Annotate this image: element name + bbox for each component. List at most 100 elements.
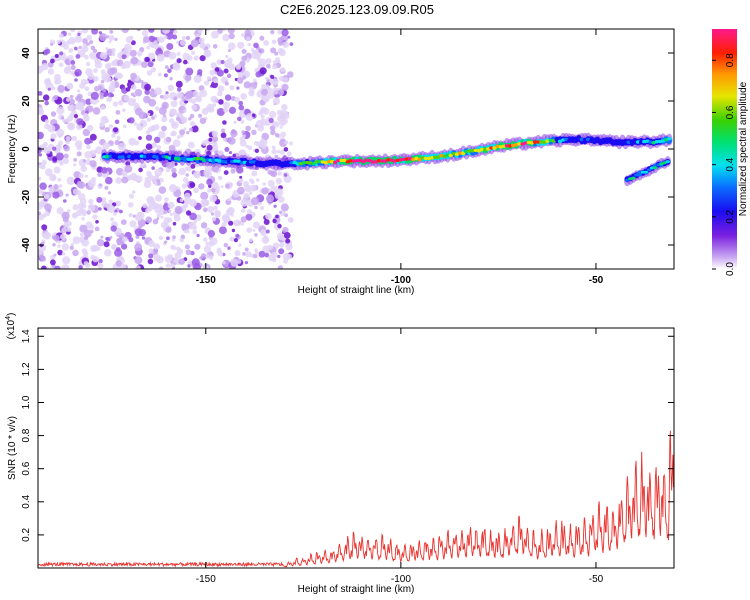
noise-blob xyxy=(44,100,49,106)
noise-blob xyxy=(122,63,126,68)
noise-blob xyxy=(217,90,223,97)
noise-blob xyxy=(218,226,227,235)
noise-blob xyxy=(213,78,218,84)
noise-blob xyxy=(217,175,222,180)
noise-blob xyxy=(259,35,265,41)
noise-blob xyxy=(56,207,64,215)
noise-blob xyxy=(154,136,161,143)
ridge-core xyxy=(205,158,210,162)
noise-blob xyxy=(145,134,153,141)
noise-blob xyxy=(151,142,158,148)
noise-blob xyxy=(85,221,93,229)
noise-blob xyxy=(182,36,186,40)
noise-blob xyxy=(50,111,57,117)
noise-blob xyxy=(165,226,172,233)
noise-blob xyxy=(100,235,104,239)
noise-blob xyxy=(162,29,171,34)
noise-blob xyxy=(105,47,109,51)
noise-blob xyxy=(227,207,235,215)
snr-y-scale-base: (x10 xyxy=(6,319,17,339)
noise-blob xyxy=(108,199,113,204)
noise-blob xyxy=(238,100,244,106)
noise-blob xyxy=(115,260,122,267)
noise-blob xyxy=(160,221,168,229)
x-tick-label: -100 xyxy=(391,275,411,286)
noise-blob xyxy=(272,218,277,224)
noise-blob xyxy=(112,245,116,249)
ridge-core xyxy=(301,161,307,165)
noise-blob xyxy=(156,179,161,183)
noise-blob xyxy=(171,172,178,178)
noise-blob xyxy=(91,29,98,35)
noise-blob xyxy=(244,261,248,265)
noise-blob xyxy=(154,87,163,96)
noise-blob xyxy=(89,52,97,60)
noise-blob xyxy=(130,72,137,80)
noise-blob xyxy=(124,164,133,173)
noise-blob xyxy=(66,227,72,233)
noise-blob xyxy=(166,136,172,143)
noise-blob xyxy=(147,112,151,116)
colorbar-tick-label: 0.6 xyxy=(725,105,736,119)
noise-blob xyxy=(98,207,102,211)
noise-blob xyxy=(69,112,75,119)
noise-blob xyxy=(170,132,175,137)
noise-blob xyxy=(200,191,209,200)
noise-blob xyxy=(241,33,245,37)
noise-blob xyxy=(240,120,245,124)
noise-blob xyxy=(101,197,107,203)
noise-blob xyxy=(155,106,160,111)
noise-blob xyxy=(132,98,136,102)
colorbar-tick-label: 0.2 xyxy=(725,209,736,223)
noise-blob xyxy=(224,63,229,68)
noise-blob xyxy=(59,51,64,56)
noise-blob xyxy=(94,61,103,69)
noise-blob xyxy=(146,70,153,76)
noise-blob xyxy=(106,62,112,68)
noise-blob xyxy=(109,30,114,34)
ridge-core xyxy=(489,146,494,150)
noise-blob xyxy=(61,243,70,251)
noise-blob xyxy=(262,182,267,186)
noise-blob xyxy=(225,54,229,59)
noise-blob xyxy=(174,252,182,259)
noise-blob xyxy=(223,107,229,113)
noise-blob xyxy=(210,62,217,69)
colorbar-label: Normalized spectral amplitude xyxy=(738,81,749,216)
noise-blob xyxy=(173,29,178,35)
noise-blob xyxy=(241,55,247,62)
noise-blob xyxy=(216,108,225,116)
noise-blob xyxy=(212,205,218,211)
noise-blob xyxy=(176,112,183,119)
noise-blob xyxy=(50,254,56,261)
noise-blob xyxy=(251,197,260,206)
noise-blob xyxy=(193,263,201,269)
noise-blob xyxy=(198,183,205,190)
noise-blob xyxy=(266,79,270,83)
noise-blob xyxy=(129,220,137,228)
noise-blob xyxy=(252,221,260,229)
noise-blob xyxy=(281,83,289,91)
noise-blob xyxy=(175,80,183,88)
noise-blob xyxy=(76,151,82,157)
noise-blob xyxy=(243,81,251,89)
noise-blob xyxy=(261,236,270,244)
noise-blob xyxy=(182,98,186,102)
noise-blob xyxy=(268,117,274,123)
noise-blob xyxy=(48,186,55,193)
noise-blob xyxy=(200,199,208,206)
noise-blob xyxy=(141,30,149,37)
noise-blob xyxy=(223,242,228,248)
noise-blob xyxy=(145,216,153,224)
noise-blob xyxy=(199,117,207,125)
noise-blob xyxy=(252,49,257,54)
noise-blob xyxy=(78,173,84,179)
noise-blob xyxy=(280,203,289,212)
noise-blob xyxy=(185,182,189,186)
noise-blob xyxy=(203,245,212,253)
noise-blob xyxy=(51,86,56,91)
noise-blob xyxy=(208,184,212,188)
noise-blob xyxy=(100,105,106,110)
doppler-ridge xyxy=(101,132,673,187)
noise-blob xyxy=(65,117,71,123)
